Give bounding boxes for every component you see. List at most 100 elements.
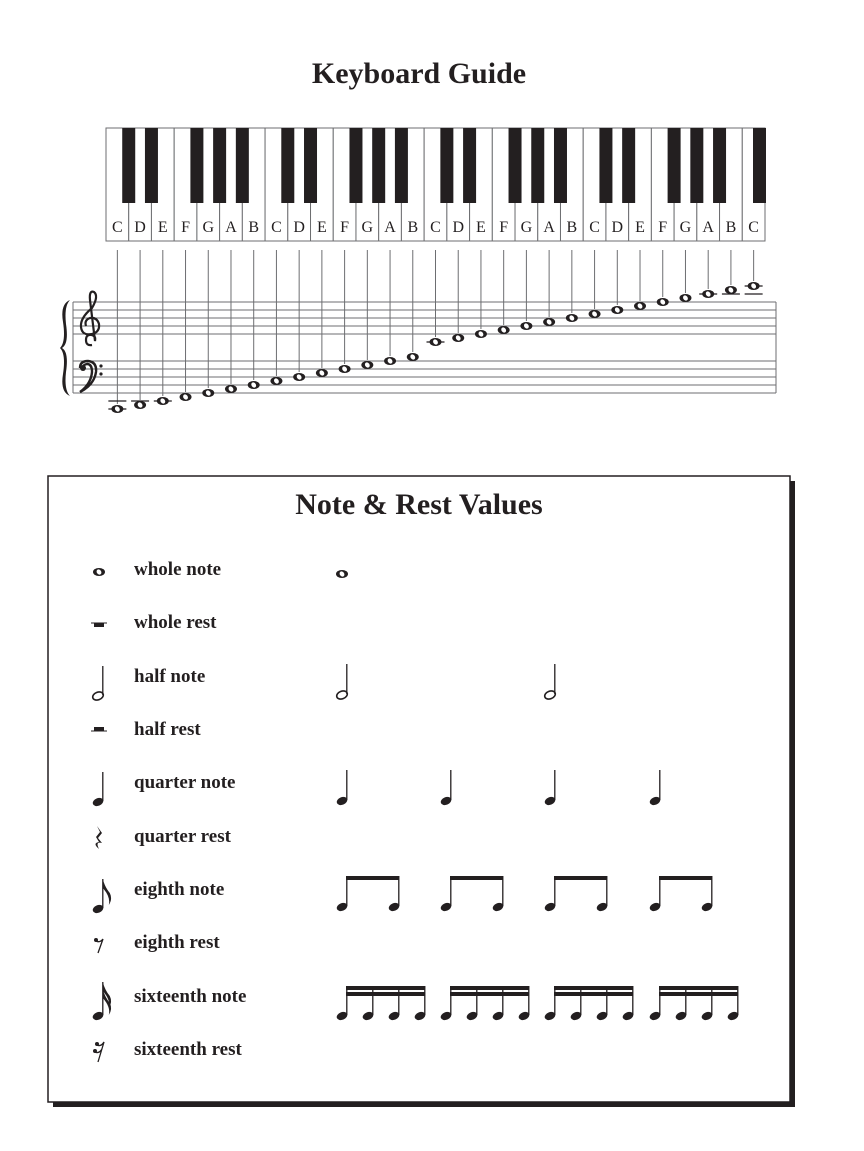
note-rest-title: Note & Rest Values <box>295 488 543 521</box>
row-quarter-rest: quarter rest <box>95 826 232 849</box>
whole-note-hole <box>160 398 166 404</box>
whole-note-hole <box>455 335 461 341</box>
beam <box>450 876 503 880</box>
whole-note-hole <box>96 569 102 575</box>
key-label: C <box>112 219 123 236</box>
beam <box>659 992 738 996</box>
bass-clef-icon <box>78 359 98 394</box>
bass-clef-icon <box>99 372 103 376</box>
whole-note-hole <box>751 283 757 289</box>
black-key <box>304 128 318 203</box>
quarter-icon <box>701 1011 713 1021</box>
key-label: C <box>748 219 759 236</box>
row-label: quarter note <box>134 772 236 793</box>
quarter-icon <box>649 902 661 912</box>
key-label: B <box>726 219 737 236</box>
whole-note-hole <box>478 331 484 337</box>
key-label: E <box>635 219 645 236</box>
quarter-icon <box>336 902 348 912</box>
quarter-icon <box>336 1011 348 1021</box>
key-label: G <box>521 219 533 236</box>
key-label: D <box>452 219 464 236</box>
black-key <box>349 128 363 203</box>
whole-note-hole <box>387 358 393 364</box>
black-key <box>281 128 295 203</box>
whole-note-hole <box>205 390 211 396</box>
whole-note-hole <box>251 382 257 388</box>
sixteenth-rest-icon <box>94 1041 105 1063</box>
quarter-icon <box>649 796 661 806</box>
key-label: C <box>271 219 282 236</box>
black-key <box>213 128 227 203</box>
key-label: B <box>248 219 259 236</box>
whole-note-hole <box>501 327 507 333</box>
key-label: B <box>407 219 418 236</box>
whole-note-hole <box>114 406 120 412</box>
note-flag <box>102 989 112 1015</box>
row-label: sixteenth rest <box>134 1039 242 1060</box>
quarter-icon <box>596 1011 608 1021</box>
quarter-icon <box>466 1011 478 1021</box>
row-label: sixteenth note <box>134 986 246 1007</box>
black-key <box>690 128 704 203</box>
key-label: E <box>476 219 486 236</box>
row-label: eighth note <box>134 879 224 900</box>
black-key <box>440 128 454 203</box>
quarter-icon <box>336 796 348 806</box>
quarter-icon <box>414 1011 426 1021</box>
whole-note-hole <box>569 315 575 321</box>
brace <box>60 300 70 396</box>
black-key <box>372 128 386 203</box>
note-rest-box <box>47 475 791 1103</box>
whole-note-hole <box>660 299 666 305</box>
whole-note-hole <box>614 307 620 313</box>
row-label: half rest <box>134 719 201 740</box>
whole-note-hole <box>296 374 302 380</box>
beam <box>554 876 607 880</box>
beam <box>659 876 712 880</box>
row-whole-note: whole note <box>93 559 348 580</box>
quarter-icon <box>440 902 452 912</box>
treble-clef-icon <box>79 290 101 347</box>
key-label: F <box>499 219 508 236</box>
whole-note-hole <box>410 354 416 360</box>
black-key <box>531 128 545 203</box>
black-key <box>508 128 522 203</box>
key-label: F <box>181 219 190 236</box>
whole-note-hole <box>342 366 348 372</box>
key-label: G <box>202 219 214 236</box>
quarter-icon <box>701 902 713 912</box>
quarter-icon <box>649 1011 661 1021</box>
whole-note-hole <box>183 394 188 400</box>
quarter-icon <box>388 902 400 912</box>
quarter-icon <box>518 1011 530 1021</box>
black-key <box>622 128 636 203</box>
note-rest-list: whole note whole rest half note half rest qu… <box>91 559 739 1063</box>
whole-note-hole <box>683 295 688 301</box>
key-label: F <box>340 219 349 236</box>
quarter-icon <box>492 1011 504 1021</box>
row-sixteenth-rest: sixteenth rest <box>93 1039 242 1063</box>
beam <box>346 992 425 996</box>
beam <box>659 986 738 990</box>
black-key <box>553 128 567 203</box>
key-label: B <box>567 219 578 236</box>
whole-note-hole <box>728 287 734 293</box>
whole-rest-icon <box>94 623 104 627</box>
black-key <box>599 128 613 203</box>
whole-note-hole <box>274 378 279 384</box>
black-key <box>394 128 408 203</box>
key-label: G <box>680 219 692 236</box>
key-label: D <box>293 219 305 236</box>
row-half-note: half note <box>91 664 557 701</box>
black-key <box>753 128 766 203</box>
whole-note-hole <box>637 303 643 309</box>
quarter-icon <box>675 1011 687 1021</box>
quarter-icon <box>492 902 504 912</box>
key-label: A <box>225 219 237 236</box>
key-label: G <box>362 219 374 236</box>
black-key <box>190 128 204 203</box>
black-key <box>713 128 727 203</box>
whole-note-hole <box>433 339 438 345</box>
row-sixteenth-note: sixteenth note <box>92 982 739 1021</box>
